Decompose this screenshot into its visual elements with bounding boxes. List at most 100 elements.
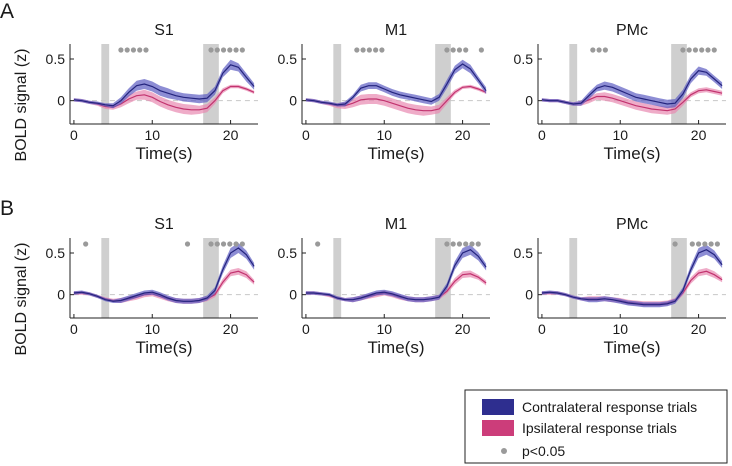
- significance-dot: [590, 47, 596, 53]
- legend-label-significance: p<0.05: [522, 443, 565, 459]
- sem-band-ipsilateral: [73, 84, 255, 115]
- significance-dot: [711, 47, 717, 53]
- legend-label-contralateral: Contralateral response trials: [522, 399, 697, 415]
- significance-dot: [686, 47, 692, 53]
- event-window-1: [203, 44, 219, 124]
- event-window-0: [101, 44, 110, 124]
- chart-a-m1: M1 0 10 20 0 0.5 Time(s): [278, 22, 490, 163]
- chart-title: M1: [385, 22, 407, 39]
- significance-dot: [220, 47, 227, 53]
- y-tick-label: 0: [525, 93, 533, 109]
- significance-dot: [689, 241, 695, 247]
- x-axis-label: Time(s): [604, 144, 661, 163]
- y-tick-label: 0: [289, 93, 297, 109]
- significance-dot: [475, 241, 481, 247]
- y-tick-label: 0.5: [278, 51, 298, 67]
- x-axis-label: Time(s): [136, 338, 193, 357]
- significance-dot: [239, 47, 245, 53]
- significance-dot: [130, 47, 137, 53]
- y-axis-label-b: BOLD signal (z): [13, 243, 30, 356]
- chart-title: S1: [154, 216, 174, 233]
- significance-dot: [360, 47, 366, 53]
- y-tick-label: 0.5: [514, 51, 534, 67]
- legend-swatch-contralateral: [482, 399, 514, 415]
- x-tick-label: 0: [70, 127, 78, 143]
- x-axis-label: Time(s): [368, 338, 425, 357]
- x-axis-label: Time(s): [136, 144, 193, 163]
- event-window-1: [435, 238, 451, 318]
- x-tick-label: 20: [223, 321, 239, 337]
- y-tick-label: 0: [57, 287, 65, 303]
- x-tick-label: 10: [376, 127, 392, 143]
- chart-b-pmc: PMc 0 10 20 0 0.5 Time(s): [514, 216, 726, 357]
- mean-line-ipsilateral: [541, 270, 723, 305]
- significance-dot: [602, 47, 608, 53]
- significance-dot: [450, 241, 456, 247]
- significance-dot: [692, 47, 699, 53]
- event-window-0: [333, 238, 342, 318]
- significance-dot: [680, 47, 686, 53]
- significance-dot: [227, 241, 233, 247]
- chart-title: S1: [154, 22, 174, 39]
- significance-dot: [227, 47, 233, 53]
- chart-title: M1: [385, 216, 407, 233]
- significance-dot: [702, 241, 708, 247]
- sem-band-ipsilateral: [541, 268, 723, 307]
- significance-dot: [672, 241, 678, 247]
- significance-dot: [695, 241, 702, 247]
- significance-dot: [463, 47, 469, 53]
- event-window-0: [101, 238, 110, 318]
- x-tick-label: 10: [612, 321, 628, 337]
- y-tick-label: 0: [525, 287, 533, 303]
- x-tick-label: 20: [455, 127, 471, 143]
- x-tick-label: 10: [376, 321, 392, 337]
- significance-dot: [478, 47, 484, 53]
- significance-dot: [220, 241, 227, 247]
- significance-dot: [463, 241, 469, 247]
- y-tick-label: 0.5: [278, 245, 298, 261]
- chart-b-s1: S1 0 10 20 0 0.5 Time(s): [46, 216, 258, 357]
- sem-band-ipsilateral: [305, 84, 487, 116]
- significance-dot: [714, 241, 720, 247]
- significance-dot: [705, 47, 711, 53]
- mean-line-contralateral: [305, 249, 487, 301]
- significance-dot: [214, 47, 220, 53]
- significance-dot: [373, 47, 379, 53]
- significance-dot: [354, 47, 360, 53]
- chart-a-s1: S1 0 10 20 0 0.5 Time(s): [46, 22, 258, 163]
- significance-dot: [233, 47, 239, 53]
- significance-dot: [184, 241, 191, 247]
- y-tick-label: 0.5: [46, 245, 66, 261]
- mean-line-contralateral: [73, 64, 255, 107]
- significance-dot: [137, 47, 143, 53]
- significance-dot: [143, 47, 149, 53]
- y-axis-label-a: BOLD signal (z): [13, 49, 30, 162]
- significance-dot: [366, 47, 372, 53]
- x-tick-label: 0: [302, 321, 310, 337]
- plot-area: S1 0 10 20 0 0.5 Time(s) M1 0 10 20 0 0.5 Time(s) PMc 0…: [46, 22, 726, 357]
- x-tick-label: 20: [455, 321, 471, 337]
- mean-line-contralateral: [305, 63, 487, 106]
- x-axis-label: Time(s): [604, 338, 661, 357]
- x-tick-label: 10: [144, 127, 160, 143]
- significance-dot: [444, 241, 450, 247]
- x-axis-label: Time(s): [368, 144, 425, 163]
- event-window-0: [569, 238, 578, 318]
- x-tick-label: 0: [538, 127, 546, 143]
- event-window-1: [435, 44, 451, 124]
- mean-line-contralateral: [541, 249, 723, 306]
- x-tick-label: 20: [223, 127, 239, 143]
- x-tick-label: 10: [612, 127, 628, 143]
- significance-dot: [315, 241, 321, 247]
- event-window-0: [569, 44, 578, 124]
- x-tick-label: 20: [691, 127, 707, 143]
- panel-label-b: B: [0, 197, 14, 220]
- x-tick-label: 10: [144, 321, 160, 337]
- mean-line-contralateral: [73, 247, 255, 302]
- significance-dot: [596, 47, 602, 53]
- panel-label-a: A: [0, 0, 14, 23]
- mean-line-contralateral: [541, 70, 723, 105]
- significance-dot: [239, 241, 245, 247]
- significance-dot: [214, 241, 220, 247]
- significance-dot: [444, 47, 450, 53]
